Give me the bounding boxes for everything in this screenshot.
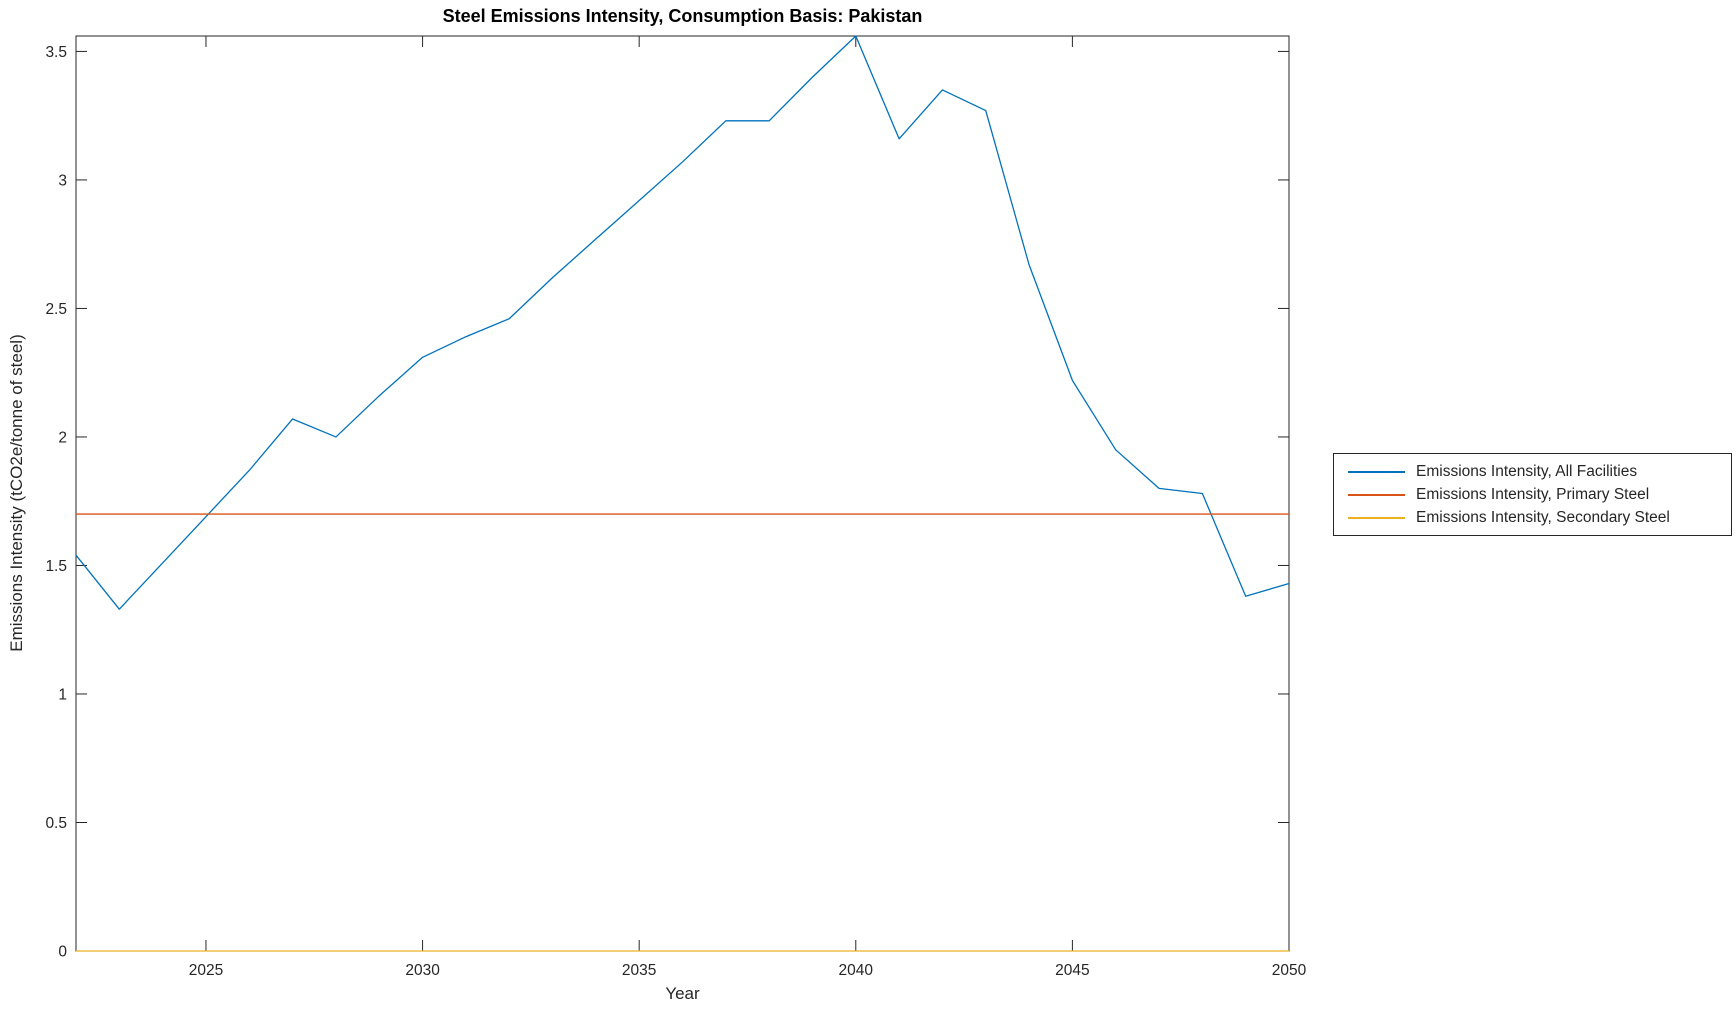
- x-tick-label: 2025: [189, 962, 223, 979]
- legend-item-all-facilities: Emissions Intensity, All Facilities: [1348, 460, 1731, 483]
- y-tick-label: 2.5: [45, 301, 67, 318]
- y-tick-label: 0.5: [45, 815, 67, 832]
- legend-label: Emissions Intensity, Primary Steel: [1416, 485, 1650, 503]
- legend-line-sample-primary-steel: [1348, 493, 1405, 496]
- y-tick-label: 3: [58, 172, 67, 189]
- x-tick-label: 2030: [405, 962, 440, 979]
- legend-line-sample-secondary-steel: [1348, 516, 1405, 519]
- legend-label: Emissions Intensity, All Facilities: [1416, 462, 1638, 480]
- y-tick-label: 2: [58, 429, 67, 446]
- y-tick-label: 1.5: [45, 558, 67, 575]
- series-line-0: [75, 35, 1290, 610]
- legend-line-sample-all-facilities: [1348, 470, 1405, 473]
- legend: Emissions Intensity, All Facilities Emis…: [1333, 453, 1732, 536]
- legend-item-secondary-steel: Emissions Intensity, Secondary Steel: [1348, 506, 1731, 529]
- y-tick-label: 0: [58, 944, 67, 961]
- x-tick-label: 2040: [839, 962, 874, 979]
- y-tick-label: 1: [58, 686, 67, 703]
- x-tick-label: 2035: [622, 962, 656, 979]
- legend-label: Emissions Intensity, Secondary Steel: [1416, 508, 1670, 526]
- chart-title: Steel Emissions Intensity, Consumption B…: [442, 6, 923, 26]
- y-tick-label: 3.5: [45, 44, 67, 61]
- x-tick-label: 2050: [1272, 962, 1307, 979]
- legend-item-primary-steel: Emissions Intensity, Primary Steel: [1348, 483, 1731, 506]
- x-tick-label: 2045: [1055, 962, 1089, 979]
- y-axis-label: Emissions Intensity (tCO2e/tonne of stee…: [7, 334, 26, 652]
- x-axis-label: Year: [665, 984, 700, 1003]
